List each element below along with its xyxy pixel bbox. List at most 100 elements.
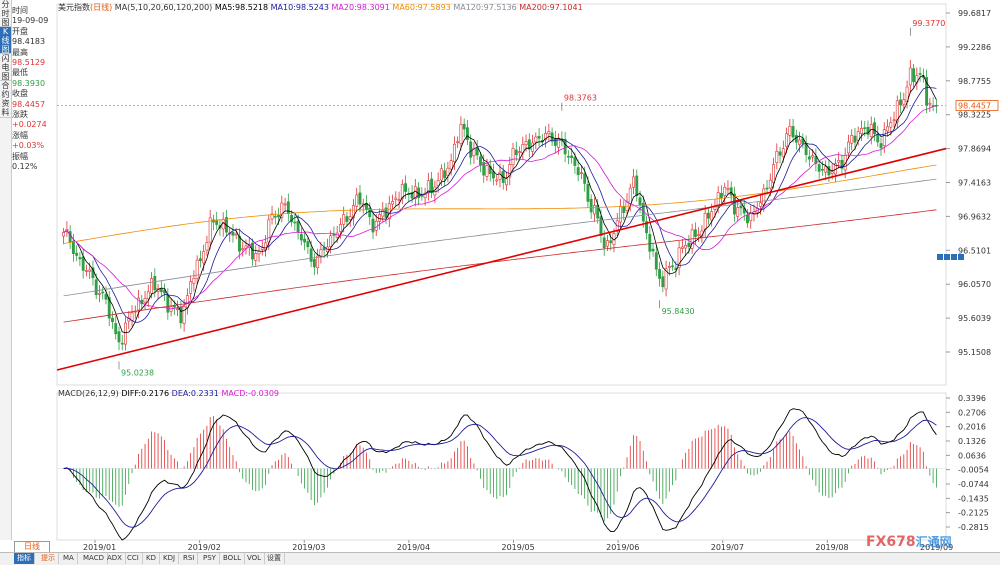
macd-y-tick-label: 0.2016 — [958, 423, 986, 432]
candle-up — [413, 186, 417, 199]
amp-label: 振幅 — [12, 151, 28, 161]
candle-up — [335, 232, 339, 238]
tab-rsi[interactable]: RSI — [180, 553, 199, 564]
candle-down — [309, 248, 313, 262]
x-axis-label: 2019/08 — [815, 543, 848, 552]
candle-up — [241, 248, 245, 250]
candle-up — [632, 176, 635, 188]
diff-legend: DIFF:0.2176 — [121, 389, 170, 398]
tab-vol[interactable]: VOL — [244, 553, 266, 564]
ma-indicator-text: MA(5,10,20,60,120,200) — [114, 3, 213, 12]
tab-ma[interactable]: MA — [60, 553, 78, 564]
candle-down — [589, 199, 593, 213]
close-value: 98.4457 — [12, 99, 46, 109]
candle-up — [348, 216, 352, 220]
candle-down — [322, 247, 326, 251]
macd-legend: MACD:-0.0309 — [221, 389, 279, 398]
candle-up — [837, 160, 841, 163]
candle-up — [928, 102, 932, 105]
candle-up — [355, 194, 359, 207]
candle-down — [120, 342, 124, 345]
candle-up — [257, 251, 261, 255]
scroll-left-icon[interactable] — [951, 254, 957, 260]
candle-down — [410, 192, 414, 199]
candle-down — [651, 248, 655, 252]
candle-down — [404, 183, 408, 192]
candle-up — [426, 180, 430, 194]
macd-y-tick-label: -0.2125 — [958, 509, 989, 518]
candle-up — [283, 203, 287, 206]
candle-down — [482, 162, 486, 176]
candle-up — [547, 131, 551, 135]
ma-line-ma20 — [63, 105, 937, 310]
candle-up — [205, 242, 209, 251]
candle-up — [902, 99, 906, 105]
candle-down — [853, 135, 857, 143]
candle-down — [368, 207, 372, 218]
candle-up — [856, 131, 860, 141]
candle-up — [195, 259, 199, 279]
candle-up — [436, 180, 440, 187]
candle-up — [472, 148, 476, 157]
candle-up — [579, 172, 583, 174]
tab-contract-info[interactable]: 合约资料 — [0, 81, 11, 118]
low-value: 98.3930 — [12, 78, 46, 88]
candle-up — [485, 165, 489, 177]
close-label: 收盘 — [12, 89, 28, 99]
ma-line-ma200 — [63, 209, 937, 323]
tab-psy[interactable]: PSY — [200, 553, 220, 564]
candle-up — [456, 141, 460, 143]
candle-up — [338, 224, 342, 232]
candle-down — [153, 276, 157, 291]
tab-cci[interactable]: CCI — [124, 553, 143, 564]
tab-adx[interactable]: ADX — [104, 553, 126, 564]
tab-indicator[interactable]: 指标 — [14, 553, 35, 564]
current-price-tag — [955, 100, 999, 111]
tab-settings[interactable]: 设置 — [264, 553, 285, 564]
dea-legend: DEA:0.2331 — [171, 389, 219, 398]
candle-down — [475, 147, 479, 156]
tab-kd[interactable]: KD — [143, 553, 160, 564]
candle-down — [573, 157, 577, 166]
candle-up — [394, 197, 398, 200]
candle-up — [886, 126, 889, 132]
scroll-right-icon[interactable] — [958, 254, 964, 260]
candle-down — [273, 215, 277, 218]
candle-up — [716, 192, 720, 208]
candle-up — [557, 138, 561, 148]
price-panel-frame — [56, 3, 947, 386]
tab-timeshare[interactable]: 分时图 — [0, 0, 11, 27]
candle-up — [824, 166, 828, 173]
candle-down — [420, 195, 424, 197]
candle-up — [452, 143, 456, 162]
candle-up — [811, 155, 815, 158]
candle-down — [729, 187, 733, 196]
ma60-legend: MA60:97.5893 — [392, 3, 451, 12]
candle-down — [586, 184, 590, 202]
candle-up — [908, 67, 912, 86]
candle-down — [107, 297, 111, 319]
macd-label: MACD(26,12,9) — [58, 389, 119, 398]
candle-down — [553, 138, 557, 146]
tab-hint[interactable]: 提示 — [38, 553, 59, 564]
tab-flash[interactable]: 闪电图 — [0, 54, 11, 81]
tab-boll[interactable]: BOLL — [220, 553, 245, 564]
info-panel: 时间 19-09-09 开盘 98.4183 最高 98.5129 最低 98.… — [12, 6, 56, 173]
candle-up — [534, 136, 538, 143]
candle-down — [358, 192, 362, 205]
candle-down — [778, 151, 782, 156]
candle-down — [827, 166, 831, 176]
tab-kdj[interactable]: KDJ — [160, 553, 180, 564]
candle-up — [619, 205, 622, 223]
candle-down — [791, 126, 795, 138]
zoom-out-icon[interactable] — [944, 254, 950, 260]
zoom-in-icon[interactable] — [937, 254, 943, 260]
candle-up — [352, 205, 355, 219]
tab-macd[interactable]: MACD — [80, 553, 108, 564]
candle-up — [592, 205, 596, 215]
candle-up — [130, 312, 134, 321]
change-value: +0.0274 — [12, 120, 47, 130]
candle-down — [820, 168, 824, 171]
candle-down — [215, 219, 219, 225]
tab-kline[interactable]: K线图 — [0, 27, 11, 54]
